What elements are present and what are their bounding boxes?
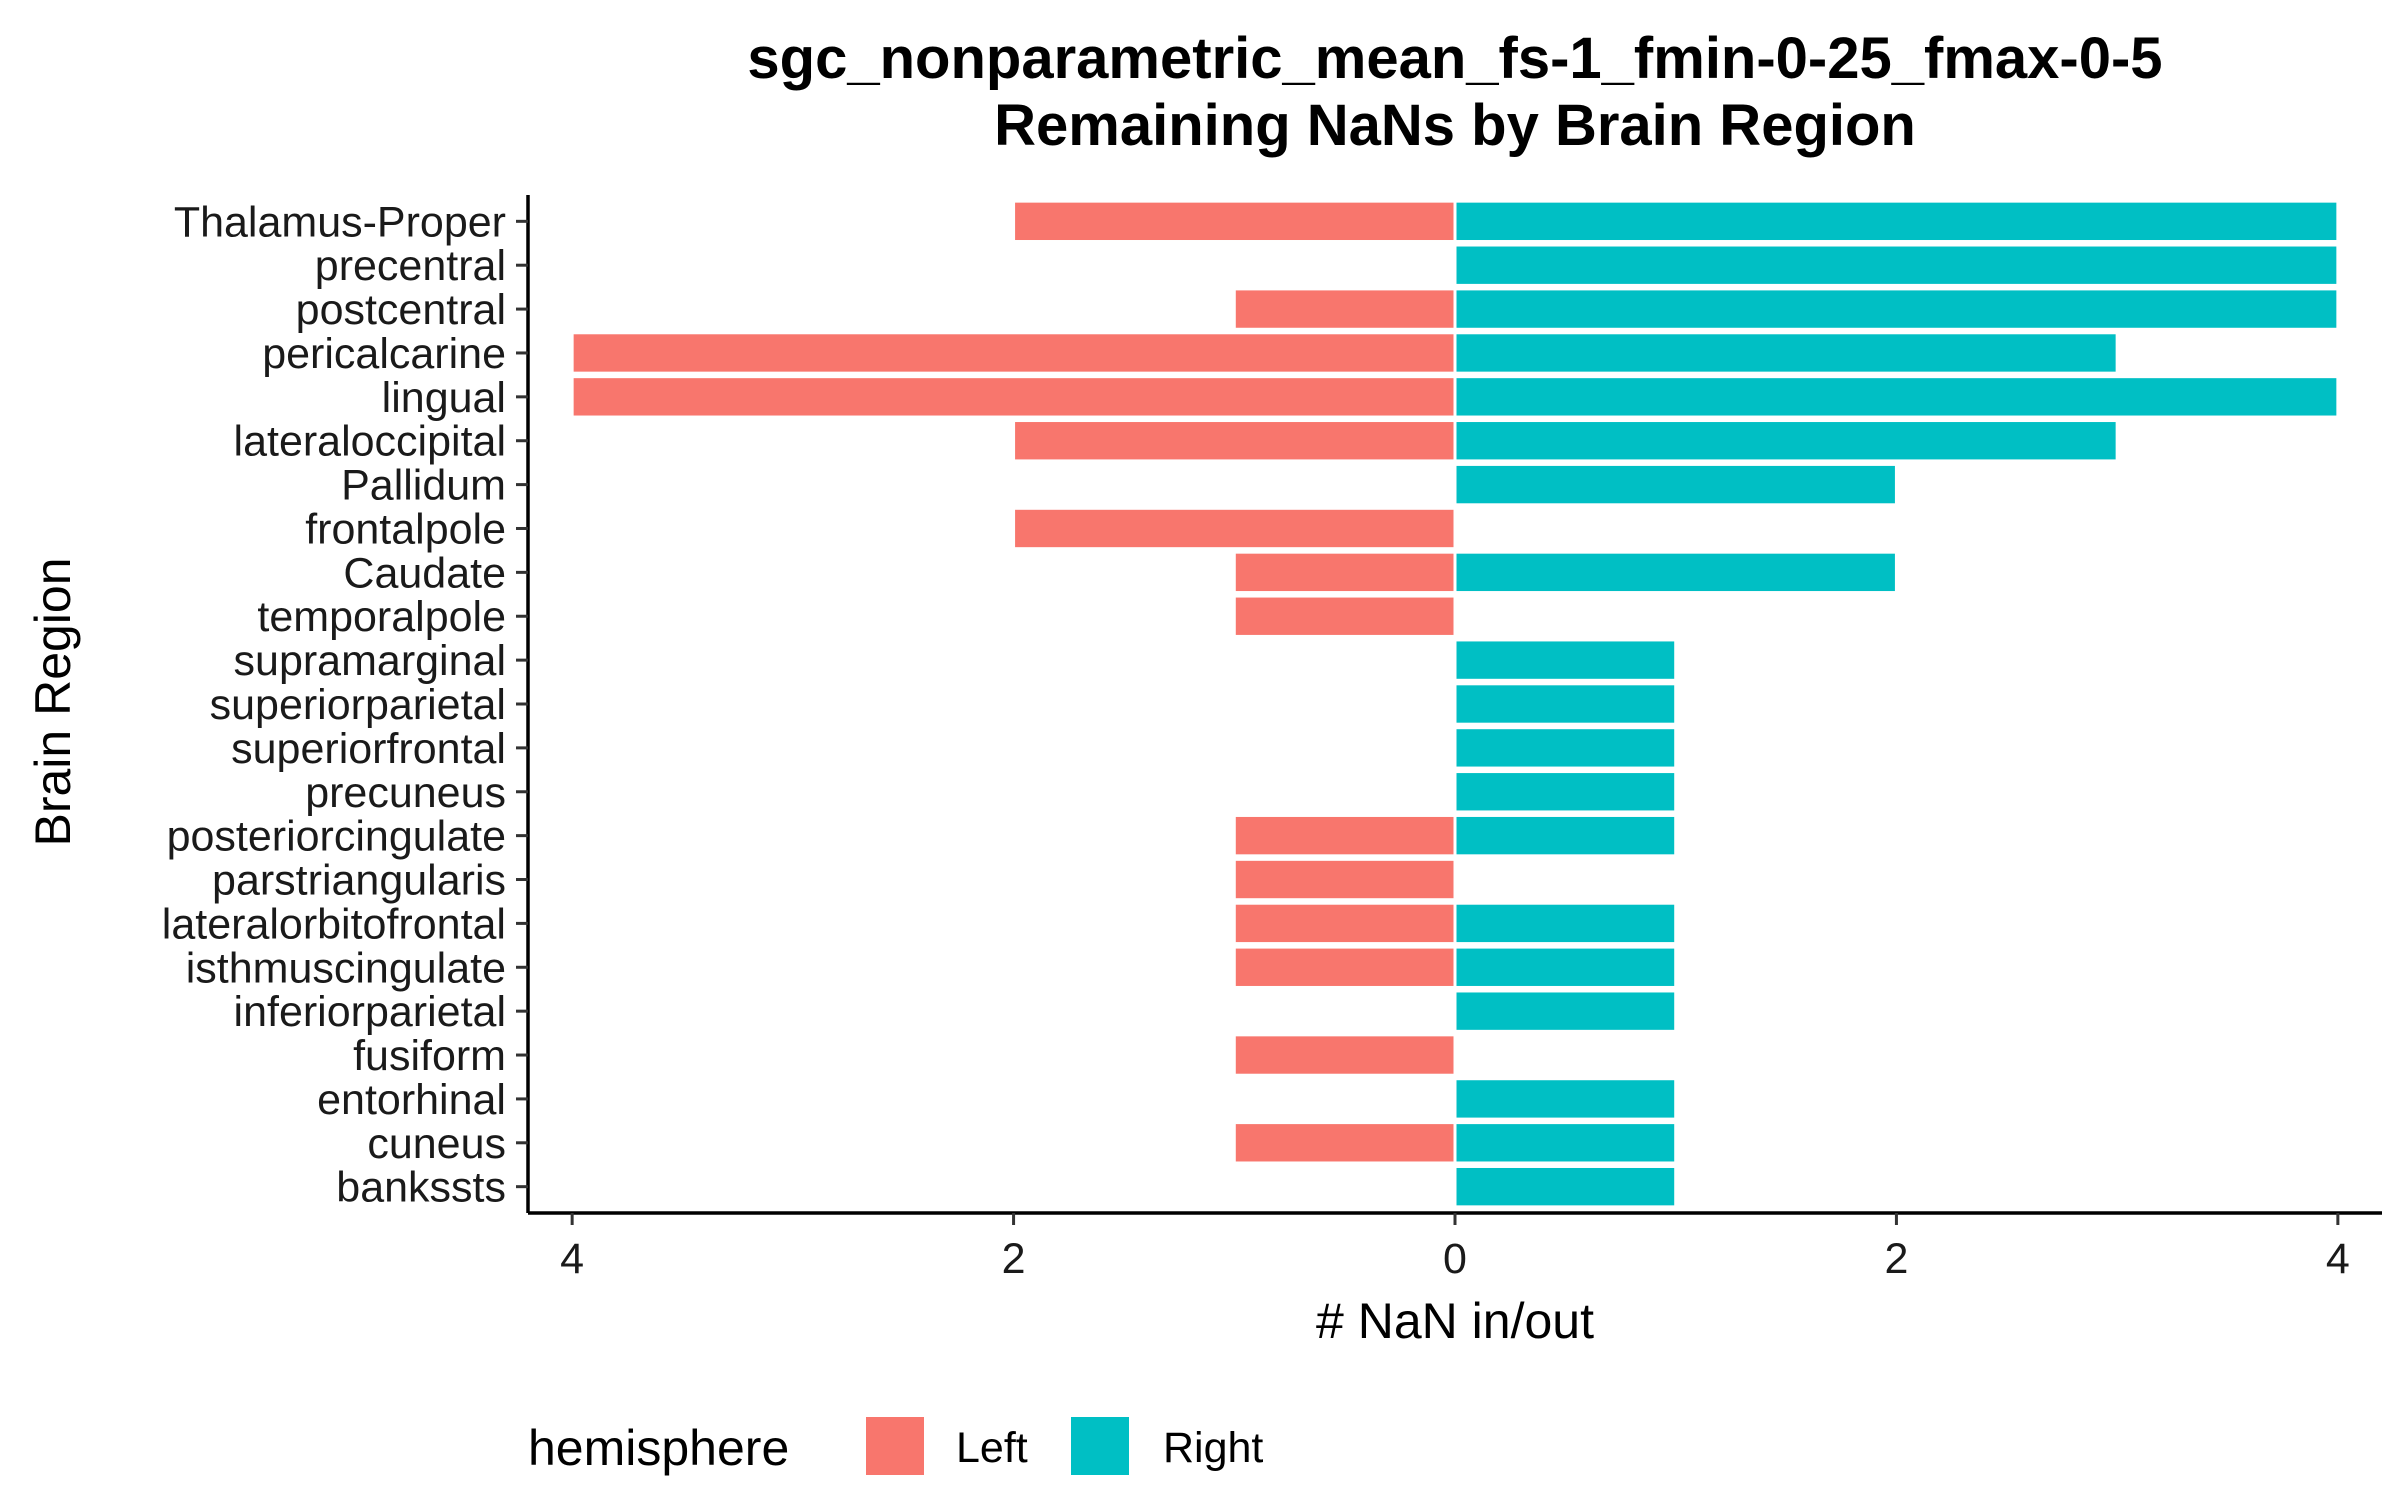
bar-right-precuneus — [1453, 770, 1678, 814]
y-tick-label: Thalamus-Proper — [174, 198, 506, 246]
bar-left-lingual — [570, 375, 1457, 419]
legend-key-right — [1071, 1417, 1129, 1475]
bar-left-pericalcarine — [570, 331, 1457, 375]
y-tick-label: pericalcarine — [262, 330, 506, 378]
bar-right-pericalcarine — [1453, 331, 2119, 375]
legend-label-right: Right — [1163, 1424, 1263, 1472]
bar-right-superiorfrontal — [1453, 726, 1678, 770]
bar-right-lateralorbitofrontal — [1453, 901, 1678, 946]
bar-left-lateralorbitofrontal — [1232, 901, 1457, 946]
y-tick-label: precentral — [315, 242, 506, 290]
bar-right-isthmuscingulate — [1453, 945, 1678, 989]
bar-right-precentral — [1453, 243, 2340, 287]
legend-label-left: Left — [956, 1424, 1028, 1472]
x-tick-label: 2 — [1002, 1235, 1026, 1283]
bar-right-pallidum — [1453, 462, 1898, 507]
bar-right-bankssts — [1453, 1164, 1678, 1209]
y-tick-label: superiorfrontal — [231, 725, 506, 773]
bar-left-caudate — [1232, 550, 1457, 595]
bar-right-cuneus — [1453, 1121, 1678, 1165]
bar-right-posteriorcingulate — [1453, 813, 1678, 858]
y-tick-label: isthmuscingulate — [186, 944, 506, 992]
bar-left-cuneus — [1232, 1121, 1457, 1165]
bar-left-posteriorcingulate — [1232, 813, 1457, 858]
bars-group — [570, 199, 2340, 1209]
legend-title: hemisphere — [528, 1420, 789, 1476]
bar-left-fusiform — [1232, 1033, 1457, 1077]
y-tick-label: Pallidum — [341, 462, 506, 510]
x-tick-label: 0 — [1443, 1235, 1467, 1283]
chart-title: sgc_nonparametric_mean_fs-1_fmin-0-25_fm… — [747, 26, 2162, 91]
bar-left-isthmuscingulate — [1232, 945, 1457, 989]
y-tick-label: postcentral — [296, 286, 506, 334]
bar-right-supramarginal — [1453, 638, 1678, 682]
bar-right-postcentral — [1453, 287, 2340, 331]
x-tick-label: 4 — [560, 1235, 584, 1283]
y-tick-label: precuneus — [305, 769, 506, 817]
bar-left-thalamus-proper — [1012, 199, 1457, 244]
x-axis: 4 2 0 2 4 — [528, 1211, 2382, 1283]
x-tick-label: 2 — [1884, 1235, 1908, 1283]
y-axis-title: Brain Region — [25, 557, 81, 846]
y-tick-label: lateraloccipital — [234, 418, 506, 466]
bar-right-lateraloccipital — [1453, 419, 2119, 463]
bar-left-postcentral — [1232, 287, 1457, 331]
y-tick-label: supramarginal — [234, 637, 506, 685]
y-tick-label: lingual — [382, 374, 506, 422]
bar-right-entorhinal — [1453, 1077, 1678, 1121]
bar-right-lingual — [1453, 375, 2340, 419]
y-tick-label: Caudate — [343, 549, 506, 597]
bar-left-frontalpole — [1012, 506, 1457, 551]
bar-left-parstriangularis — [1232, 857, 1457, 902]
y-tick-label: frontalpole — [305, 505, 506, 553]
bar-right-thalamus-proper — [1453, 199, 2340, 244]
y-tick-label: cuneus — [367, 1120, 506, 1168]
y-tick-label: fusiform — [353, 1032, 506, 1080]
bar-right-inferiorparietal — [1453, 989, 1678, 1033]
bar-right-caudate — [1453, 550, 1898, 595]
x-axis-title: # NaN in/out — [1316, 1293, 1594, 1349]
y-tick-label: temporalpole — [257, 593, 506, 641]
bar-left-temporalpole — [1232, 594, 1457, 638]
bar-left-lateraloccipital — [1012, 419, 1457, 463]
legend: hemisphere Left Right — [528, 1417, 1263, 1476]
y-tick-label: parstriangularis — [212, 857, 506, 905]
y-tick-label: superiorparietal — [210, 681, 506, 729]
y-tick-label: inferiorparietal — [234, 988, 506, 1036]
chart-subtitle: Remaining NaNs by Brain Region — [994, 93, 1916, 158]
x-tick-label: 4 — [2326, 1235, 2350, 1283]
legend-key-left — [866, 1417, 924, 1475]
y-tick-label: posteriorcingulate — [167, 813, 506, 861]
bar-right-superiorparietal — [1453, 682, 1678, 726]
y-tick-label: bankssts — [336, 1164, 506, 1212]
y-tick-label: lateralorbitofrontal — [162, 900, 506, 948]
y-axis: Thalamus-Properprecentralpostcentralperi… — [162, 195, 530, 1213]
y-tick-label: entorhinal — [317, 1076, 506, 1124]
